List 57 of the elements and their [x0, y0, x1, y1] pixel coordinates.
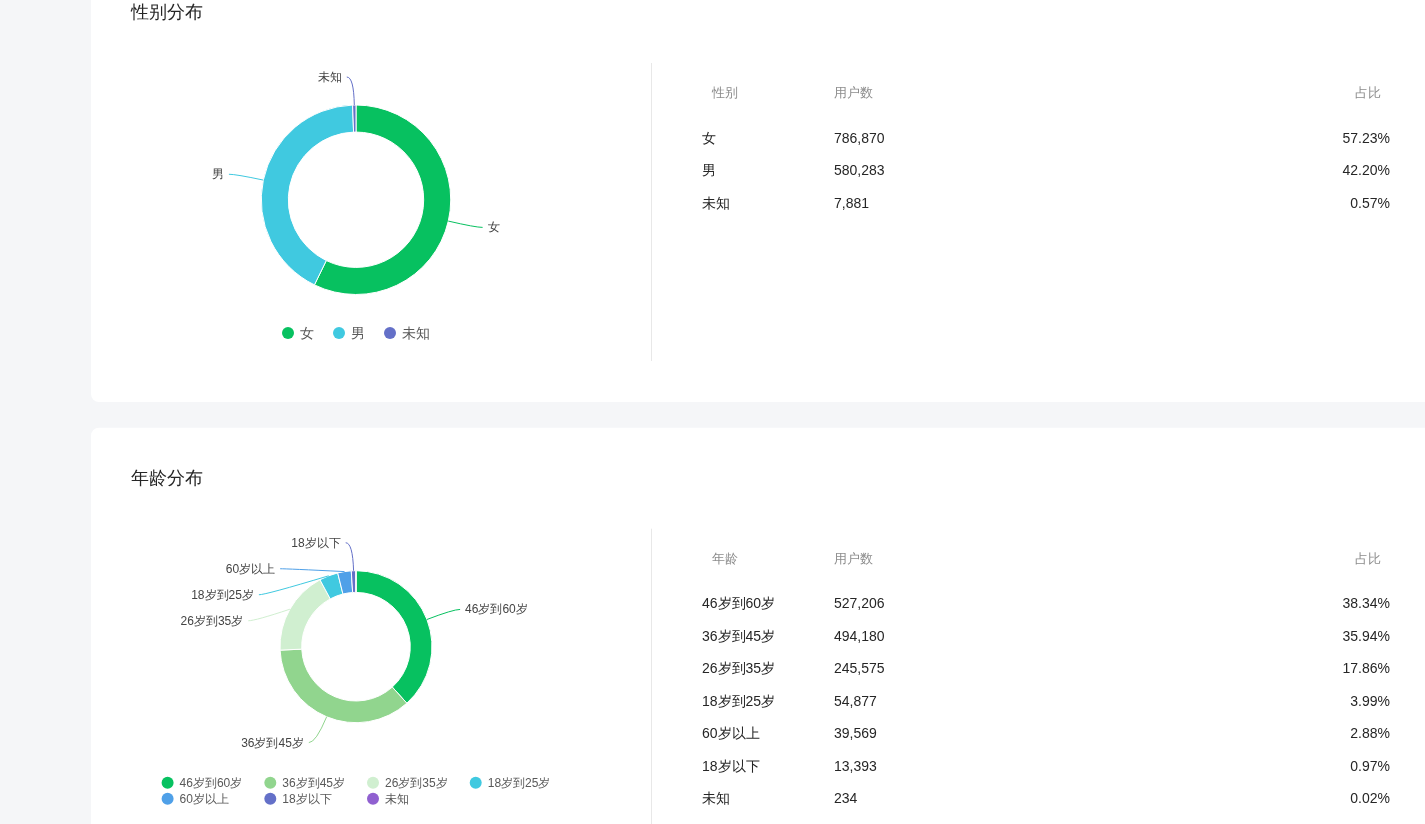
table-cell: 17.86% [1342, 660, 1390, 677]
table-cell: 0.57% [1350, 194, 1390, 211]
legend-label: 46岁到60岁 [179, 775, 243, 790]
legend-label: 26岁到35岁 [385, 775, 448, 790]
table-cell: 女 [702, 129, 716, 146]
table-cell: 0.02% [1350, 790, 1390, 807]
table-cell: 未知 [702, 194, 730, 211]
legend-label: 未知 [402, 325, 430, 341]
table-cell: 60岁以上 [702, 725, 760, 742]
table-cell: 46岁到60岁 [702, 595, 776, 612]
slice-label: 女 [487, 220, 500, 235]
legend-label: 60岁以上 [179, 791, 229, 806]
table-header: 占比 [1355, 85, 1381, 100]
table-cell: 35.94% [1342, 627, 1390, 644]
legend-label: 未知 [385, 791, 409, 806]
table-cell: 245,575 [834, 660, 885, 677]
table-cell: 18岁以下 [702, 757, 760, 774]
table-cell: 2.88% [1350, 725, 1390, 742]
legend-label: 18岁以下 [282, 791, 332, 806]
table-cell: 580,283 [834, 162, 885, 178]
table-cell: 494,180 [834, 627, 885, 644]
title: 性别分布 [131, 2, 203, 22]
table-cell: 57.23% [1342, 129, 1390, 146]
slice-label: 46岁到60岁 [465, 602, 528, 617]
legend-label: 36岁到45岁 [282, 775, 345, 790]
table-cell: 234 [834, 790, 858, 807]
table-cell: 3.99% [1350, 692, 1390, 709]
table-cell: 18岁到25岁 [702, 692, 776, 709]
legend-label: 女 [300, 325, 314, 341]
slice-label: 26岁到35岁 [180, 613, 244, 628]
table-cell: 38.34% [1342, 595, 1390, 612]
slice-label: 男 [211, 167, 224, 182]
slice-label: 未知 [317, 70, 342, 84]
slice-label: 36岁到45岁 [241, 735, 304, 750]
slice-label: 60岁以上 [225, 561, 276, 576]
slice-label: 18岁以下 [291, 535, 341, 550]
table-cell: 54,877 [834, 692, 877, 709]
table-cell: 13,393 [834, 757, 877, 774]
table-header: 占比 [1355, 550, 1381, 566]
table-header: 用户数 [834, 550, 873, 566]
table-cell: 26岁到35岁 [702, 660, 776, 677]
legend-label: 18岁到25岁 [487, 775, 551, 790]
table-cell: 36岁到45岁 [702, 627, 776, 644]
table-cell: 527,206 [834, 595, 885, 612]
table-cell: 0.97% [1350, 757, 1390, 774]
table-cell: 39,569 [834, 725, 877, 742]
table-cell: 42.20% [1342, 162, 1390, 178]
table-cell: 786,870 [834, 129, 885, 146]
slice-label: 18岁到25岁 [191, 587, 254, 602]
table-header: 用户数 [834, 85, 873, 100]
legend-label: 男 [351, 325, 365, 341]
table-cell: 男 [702, 162, 716, 178]
table-cell: 7,881 [834, 194, 870, 211]
table-header: 年龄 [712, 550, 738, 566]
table-header: 性别 [712, 85, 738, 100]
table-cell: 未知 [702, 790, 730, 807]
title: 年龄分布 [131, 467, 203, 488]
